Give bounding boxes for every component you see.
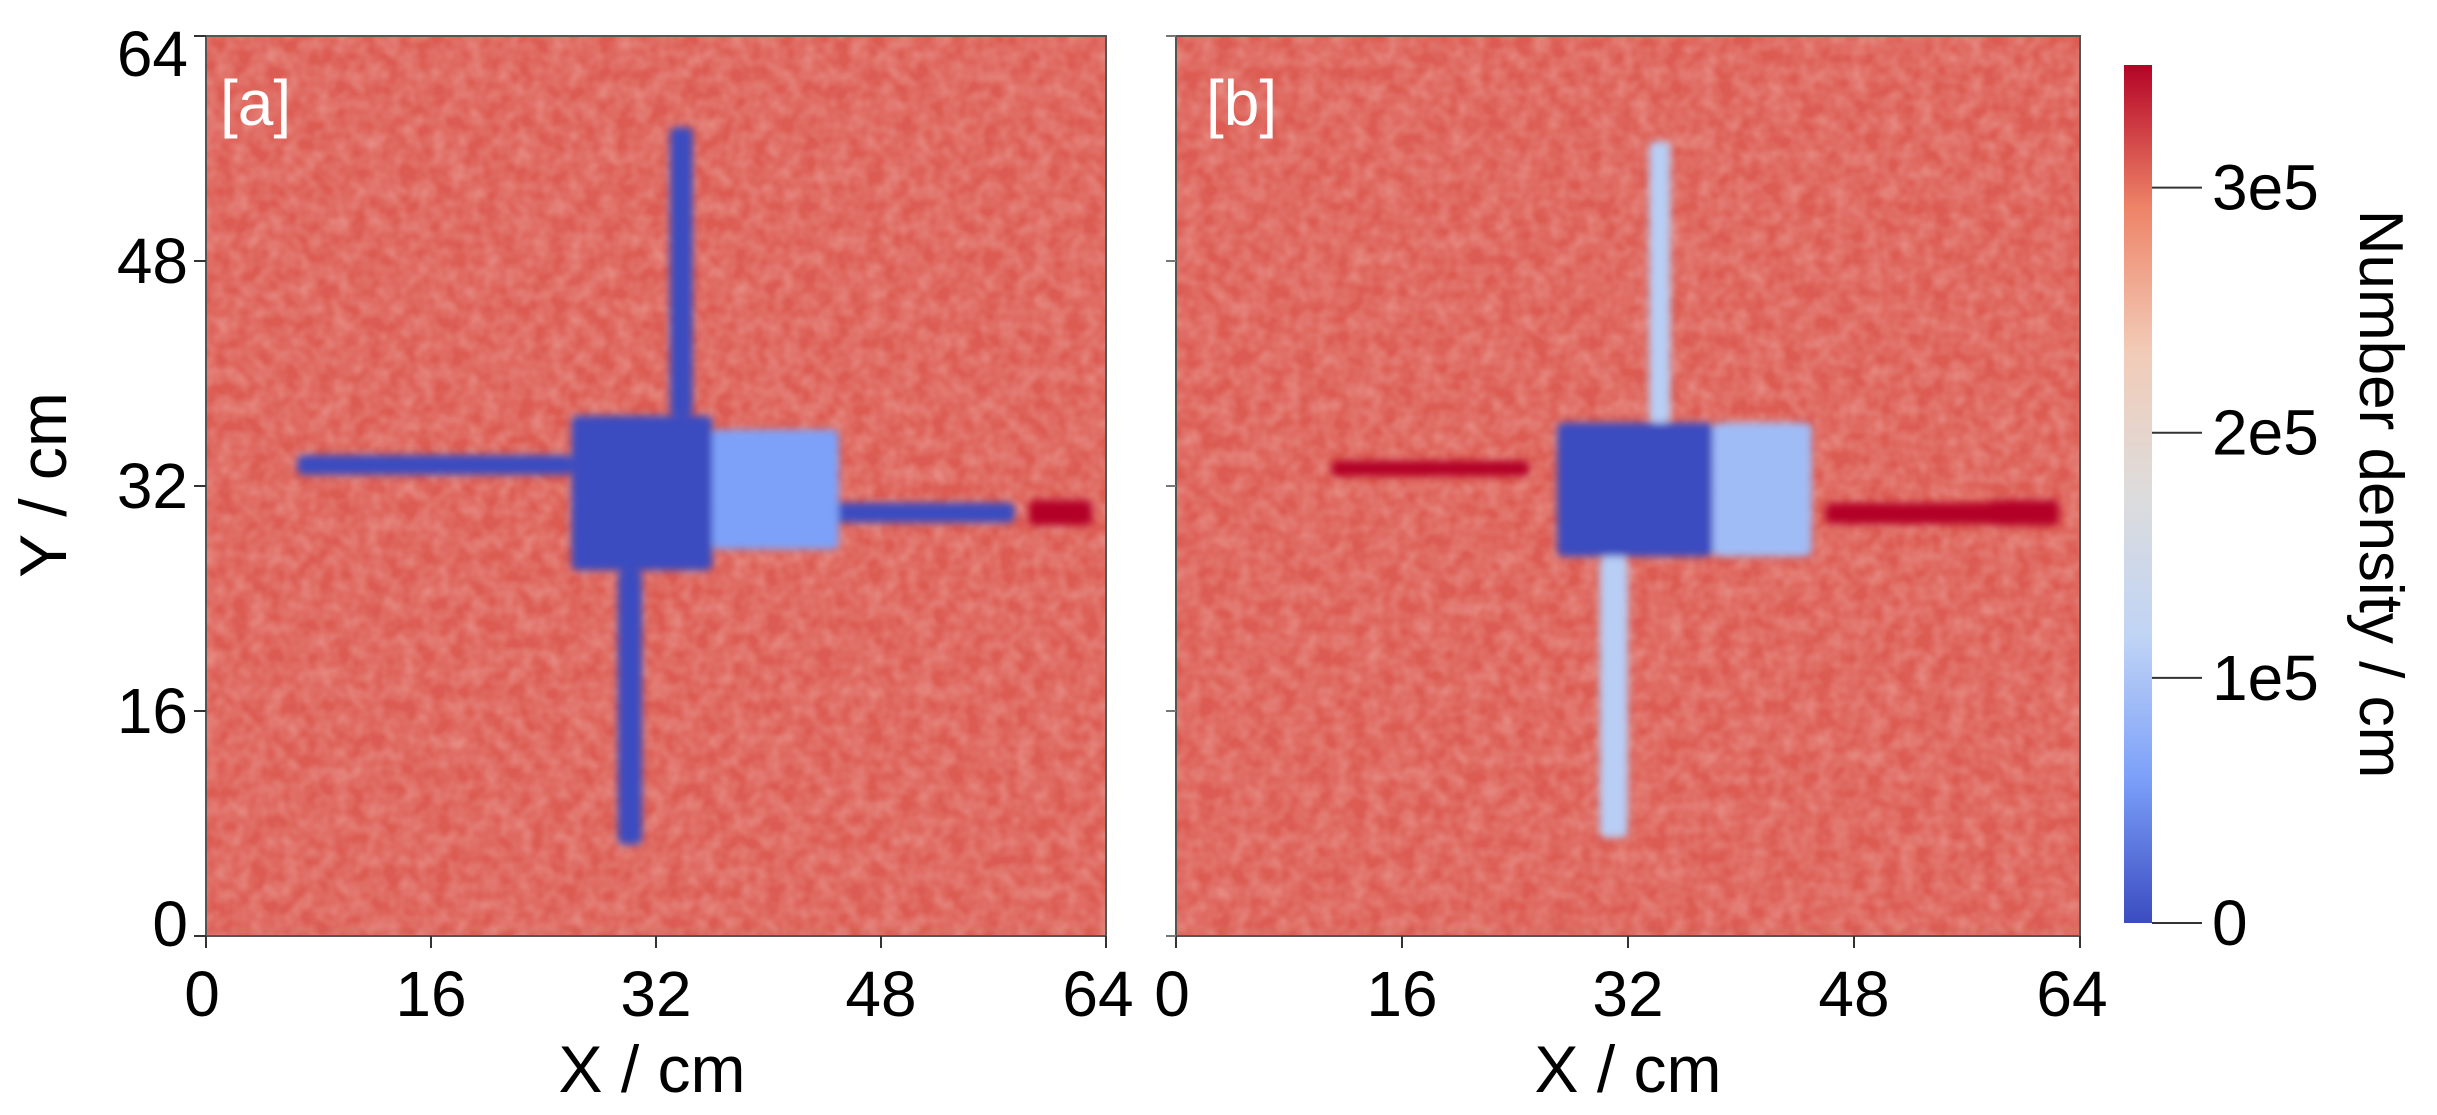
panel-a-x-tick-label: 16: [395, 958, 466, 1030]
colorbar-gradient: [2124, 65, 2152, 923]
panel-b-feature-4: [1331, 460, 1530, 477]
panel-a-x-tick-label: 0: [184, 958, 220, 1030]
panel-a-x-tick-label: 64: [1062, 958, 1133, 1030]
panel-b-x-tick-label: 16: [1366, 958, 1437, 1030]
colorbar-tick-label: 2e5: [2212, 397, 2319, 469]
panel-a-y-tick-label: 16: [117, 675, 188, 747]
panel-b-feature-0: [1557, 422, 1713, 557]
panel-a-y-tick-label: 64: [117, 18, 188, 90]
panel-b-x-axis-title: X / cm: [1534, 1032, 1721, 1106]
panel-a: [a] 0 16 32 48 64 0 16 32 48 64 X / cm Y / cm: [6, 18, 1134, 1106]
panel-a-y-ticks: 0 16 32 48 64: [117, 18, 206, 960]
panel-a-feature-5: [712, 429, 839, 550]
panel-b-plot-area: [1175, 35, 2081, 937]
panel-a-feature-3: [670, 127, 693, 416]
panel-b-feature-3: [1599, 556, 1628, 838]
colorbar-title: Number density / cm: [2346, 210, 2415, 779]
panel-a-features: [297, 127, 1092, 845]
colorbar-ticks: 0 1e5 2e5 3e5: [2152, 152, 2319, 959]
panel-a-x-tick-label: 48: [845, 958, 916, 1030]
panel-b-x-tick-label: 48: [1818, 958, 1889, 1030]
panel-a-feature-1: [297, 455, 572, 475]
panel-b-x-ticks: 0 16 32 48 64: [1154, 936, 2108, 1030]
panel-b-y-ticks: [1166, 35, 1176, 937]
panel-a-y-tick-label: 48: [117, 225, 188, 297]
panel-a-label: [a]: [220, 67, 291, 139]
panel-b-feature-1: [1712, 422, 1812, 557]
panel-a-y-tick-label: 0: [152, 888, 188, 960]
panel-b-x-tick-label: 0: [1154, 958, 1190, 1030]
colorbar: 0 1e5 2e5 3e5 Number density / cm: [2124, 65, 2415, 959]
panel-b-features: [1331, 141, 2059, 838]
panel-a-y-axis-title: Y / cm: [6, 392, 80, 578]
panel-a-x-tick-label: 32: [620, 958, 691, 1030]
colorbar-tick-label: 0: [2212, 887, 2248, 959]
panel-b-feature-2: [1649, 141, 1671, 423]
panel-a-feature-6: [1028, 500, 1092, 526]
colorbar-tick-label: 3e5: [2212, 152, 2319, 224]
panel-b-x-tick-label: 32: [1592, 958, 1663, 1030]
panel-b-feature-6: [1988, 500, 2059, 526]
panel-a-feature-4: [618, 570, 642, 845]
panel-a-plot-area: [205, 35, 1107, 937]
panel-b-x-tick-label: 64: [2036, 958, 2107, 1030]
panel-b-label: [b]: [1206, 67, 1277, 139]
colorbar-tick-label: 1e5: [2212, 642, 2319, 714]
panel-a-x-axis-title: X / cm: [558, 1032, 745, 1106]
panel-b: [b] 0 16 32 48 64 X / cm: [1154, 35, 2108, 1106]
panel-a-feature-0: [571, 415, 713, 571]
panel-b-feature-5: [1825, 502, 2024, 524]
panel-a-y-tick-label: 32: [117, 450, 188, 522]
panel-a-x-ticks: 0 16 32 48 64: [184, 936, 1134, 1030]
